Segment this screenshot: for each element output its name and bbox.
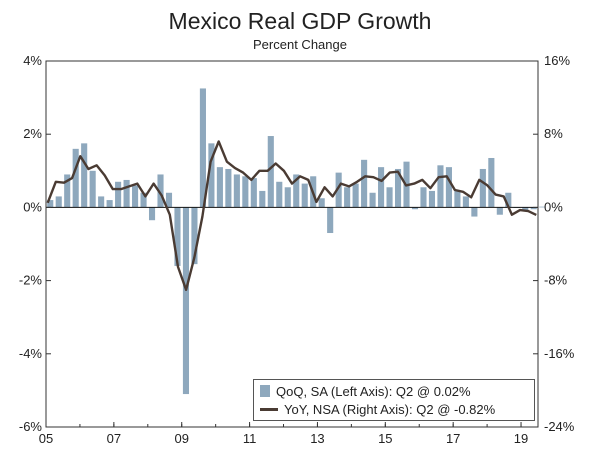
bar-qoq (479, 168, 486, 208)
legend-item-qoq: QoQ, SA (Left Axis): Q2 @ 0.02% (260, 382, 471, 400)
y-right-tick-label: 8% (544, 126, 563, 141)
y-right-tick-label: -8% (544, 273, 568, 288)
bar-qoq (81, 143, 88, 208)
x-tick-label: 19 (514, 431, 528, 446)
legend-item-yoy: YoY, NSA (Right Axis): Q2 @ -0.82% (260, 400, 495, 418)
x-tick-label: 09 (174, 431, 188, 446)
y-left-tick-label: 0% (23, 199, 42, 214)
bar-qoq (327, 207, 334, 234)
bar-qoq (318, 198, 325, 208)
y-left-tick-label: -4% (19, 346, 43, 361)
legend-label-yoy: YoY, NSA (Right Axis): Q2 @ -0.82% (284, 401, 496, 417)
y-right-tick-label: 0% (544, 199, 563, 214)
y-right-tick-label: -16% (544, 346, 575, 361)
bar-qoq (123, 179, 130, 208)
legend-line-swatch (260, 407, 278, 411)
bar-qoq (259, 190, 266, 208)
bar-qoq (386, 187, 393, 208)
bar-qoq (55, 196, 62, 208)
bar-qoq (471, 207, 478, 217)
bar-qoq (106, 200, 113, 208)
bar-qoq (369, 192, 376, 208)
bar-qoq (174, 207, 181, 266)
bar-qoq (488, 157, 495, 208)
bar-qoq (165, 192, 173, 208)
bar-qoq (182, 207, 190, 395)
bar-qoq (208, 143, 215, 208)
bar-qoq (293, 174, 300, 208)
legend-bar-swatch (260, 385, 270, 397)
bar-qoq (276, 181, 283, 208)
x-tick-label: 11 (243, 431, 257, 446)
bar-qoq (140, 192, 147, 208)
x-tick-label: 17 (446, 431, 460, 446)
bar-qoq (496, 207, 503, 215)
y-right-tick-label: -24% (544, 419, 575, 434)
bar-qoq (361, 159, 368, 208)
bar-qoq (394, 168, 402, 208)
bar-qoq (233, 174, 240, 208)
bar-qoq (437, 165, 444, 208)
chart-subtitle: Percent Change (253, 37, 347, 52)
y-right-tick-label: 16% (544, 53, 570, 68)
bar-qoq (242, 176, 249, 208)
bar-qoq (148, 207, 156, 221)
bar-qoq (267, 136, 274, 208)
bar-qoq (505, 192, 512, 208)
y-left-tick-label: -6% (19, 419, 43, 434)
bar-qoq (47, 200, 54, 208)
bar-qoq (378, 167, 385, 208)
bar-qoq (132, 185, 139, 208)
bar-qoq (199, 88, 206, 208)
bar-qoq (98, 196, 105, 208)
bar-qoq (191, 207, 198, 265)
plot-frame (45, 60, 539, 428)
bar-qoq (445, 167, 452, 208)
bar-qoq (352, 183, 359, 208)
legend-label-qoq: QoQ, SA (Left Axis): Q2 @ 0.02% (276, 383, 471, 399)
bar-qoq (301, 183, 308, 208)
bar-qoq (462, 196, 469, 208)
x-tick-label: 15 (378, 431, 392, 446)
x-tick-label: 07 (107, 431, 121, 446)
chart-legend: QoQ, SA (Left Axis): Q2 @ 0.02% YoY, NSA… (253, 379, 535, 421)
bar-qoq (420, 187, 427, 208)
x-tick-label: 13 (310, 431, 324, 446)
bar-qoq (72, 148, 79, 208)
x-tick-label: 05 (39, 431, 53, 446)
bar-qoq (225, 168, 232, 208)
bar-qoq (216, 167, 223, 208)
bar-qoq (157, 174, 164, 208)
y-left-tick-label: 4% (23, 53, 42, 68)
bar-qoq (344, 187, 351, 208)
bar-qoq (89, 170, 96, 208)
bar-qoq (335, 172, 342, 208)
bar-qoq (284, 187, 291, 208)
bar-qoq (428, 190, 436, 208)
y-left-tick-label: -2% (19, 273, 43, 288)
chart-title: Mexico Real GDP Growth (168, 8, 432, 34)
bar-qoq (454, 190, 461, 208)
bar-qoq (115, 181, 122, 208)
bar-qoq (530, 207, 537, 210)
bar-qoq (250, 178, 257, 208)
bar-qoq (411, 207, 419, 210)
bar-qoq (522, 207, 529, 212)
bar-qoq (64, 174, 71, 208)
y-left-tick-label: 2% (23, 126, 42, 141)
bar-qoq (539, 206, 546, 208)
line-yoy (46, 140, 537, 291)
